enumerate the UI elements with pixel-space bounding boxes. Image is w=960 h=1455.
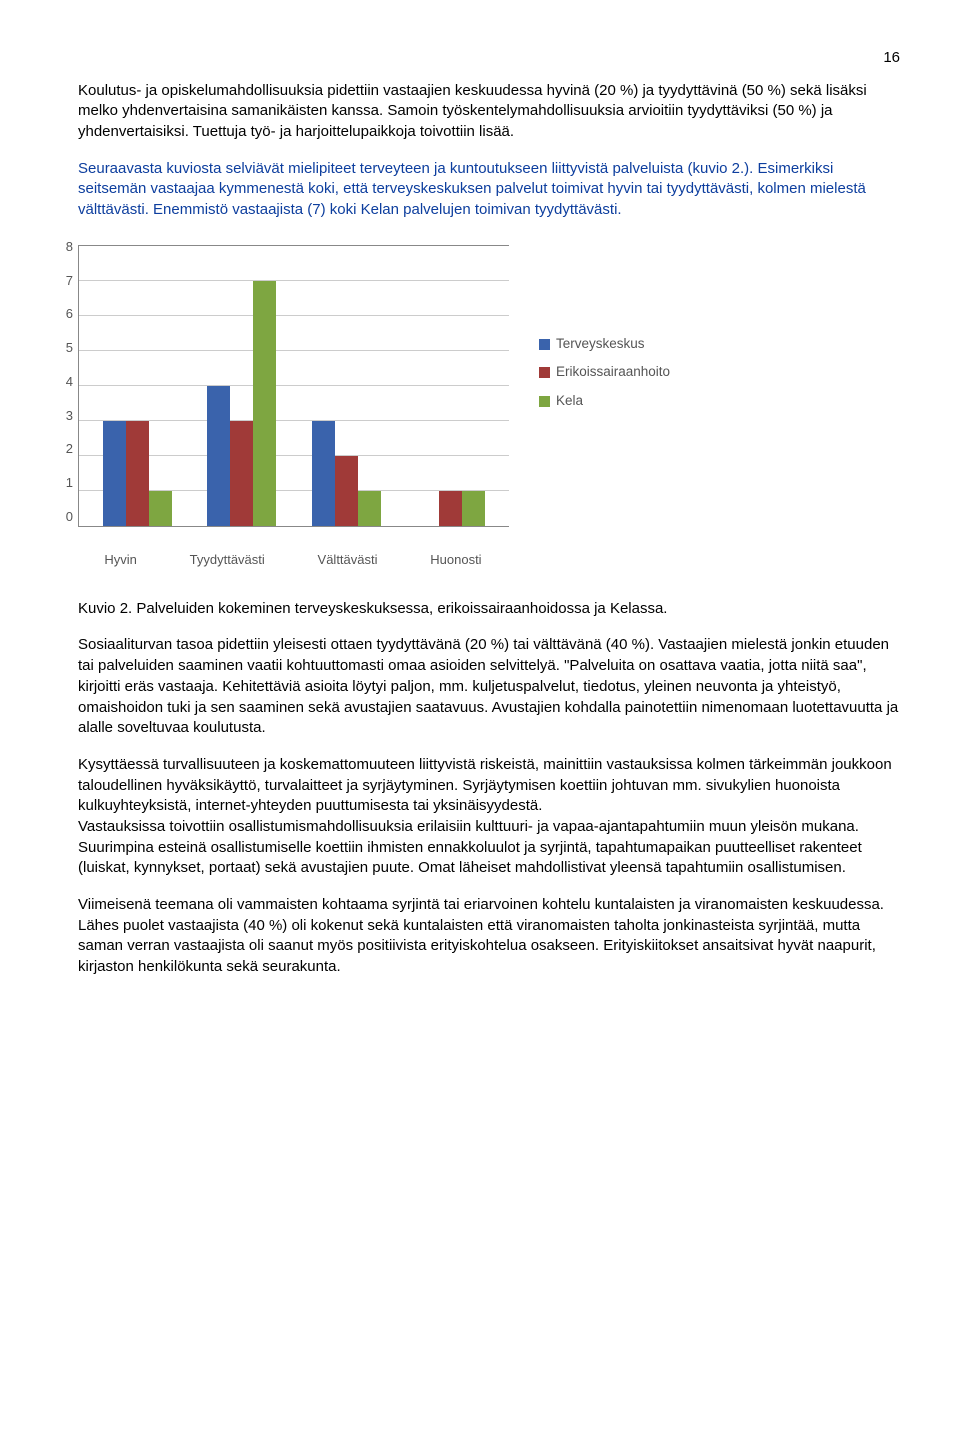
x-axis-labels: Hyvin Tyydyttävästi Välttävästi Huonosti	[78, 551, 508, 569]
legend-label: Kela	[556, 392, 583, 411]
y-tick: 7	[57, 272, 73, 290]
legend-item: Kela	[539, 392, 670, 411]
y-tick: 3	[57, 407, 73, 425]
chart-caption: Kuvio 2. Palveluiden kokeminen terveyske…	[78, 599, 900, 620]
bar-group	[103, 421, 172, 526]
bars-row	[79, 246, 509, 526]
y-tick: 5	[57, 339, 73, 357]
bar	[462, 491, 485, 526]
paragraph-3: Sosiaaliturvan tasoa pidettiin yleisesti…	[78, 635, 900, 738]
y-tick: 4	[57, 373, 73, 391]
page-number: 16	[78, 48, 900, 69]
paragraph-1: Koulutus- ja opiskelumahdollisuuksia pid…	[78, 81, 900, 143]
x-label: Tyydyttävästi	[190, 551, 265, 569]
chart-plot: 876543210	[78, 245, 509, 527]
legend-item: Terveyskeskus	[539, 335, 670, 354]
bar	[103, 421, 126, 526]
y-axis: 8 7 6 5 4 3 2 1 0	[57, 238, 73, 526]
y-tick: 6	[57, 305, 73, 323]
x-label: Välttävästi	[318, 551, 378, 569]
paragraph-5: Vastauksissa toivottiin osallistumismahd…	[78, 817, 900, 879]
x-label: Hyvin	[104, 551, 137, 569]
bar	[230, 421, 253, 526]
bar	[207, 386, 230, 526]
chart-legend: Terveyskeskus Erikoissairaanhoito Kela	[539, 335, 670, 421]
legend-swatch	[539, 396, 550, 407]
legend-swatch	[539, 367, 550, 378]
bar-group	[312, 421, 381, 526]
legend-swatch	[539, 339, 550, 350]
paragraph-4: Kysyttäessä turvallisuuteen ja koskematt…	[78, 755, 900, 817]
bar-group	[416, 491, 485, 526]
legend-label: Erikoissairaanhoito	[556, 363, 670, 382]
y-tick: 0	[57, 508, 73, 526]
bar	[312, 421, 335, 526]
bar	[253, 281, 276, 526]
bar	[358, 491, 381, 526]
bar	[335, 456, 358, 526]
legend-label: Terveyskeskus	[556, 335, 645, 354]
y-tick: 8	[57, 238, 73, 256]
bar	[126, 421, 149, 526]
chart: 876543210 Terveyskeskus Erikoissairaanhoi…	[78, 245, 718, 569]
paragraph-2: Seuraavasta kuviosta selviävät mielipite…	[78, 159, 900, 221]
bar	[149, 491, 172, 526]
paragraph-6: Viimeisenä teemana oli vammaisten kohtaa…	[78, 895, 900, 978]
legend-item: Erikoissairaanhoito	[539, 363, 670, 382]
y-tick: 2	[57, 440, 73, 458]
y-tick: 1	[57, 474, 73, 492]
bar-group	[207, 281, 276, 526]
x-label: Huonosti	[430, 551, 481, 569]
bar	[439, 491, 462, 526]
